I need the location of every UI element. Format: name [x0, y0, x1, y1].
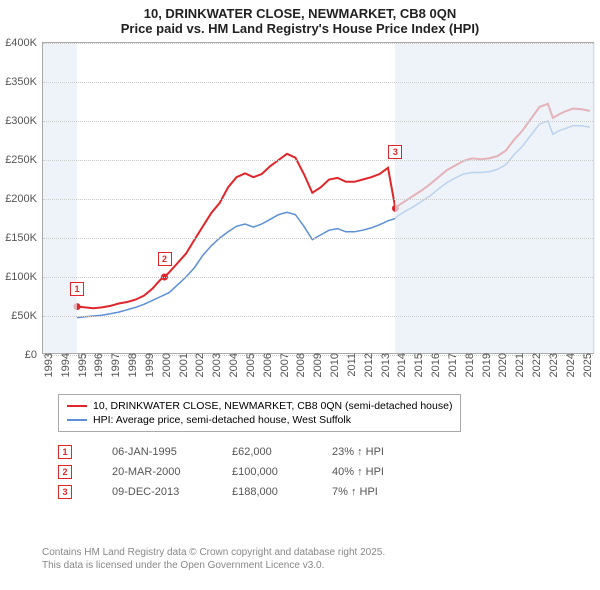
gridline [43, 277, 593, 278]
event-price: £62,000 [232, 446, 332, 458]
x-axis-label: 2021 [510, 353, 526, 377]
event-row: 3 09-DEC-2013£188,0007% ↑ HPI [58, 482, 384, 502]
legend-swatch [67, 419, 87, 421]
x-axis-label: 2003 [207, 353, 223, 377]
y-axis-label: £150K [5, 232, 43, 244]
legend-item: 10, DRINKWATER CLOSE, NEWMARKET, CB8 0QN… [67, 399, 452, 413]
x-axis-label: 2004 [224, 353, 240, 377]
gridline [43, 199, 593, 200]
x-axis-label: 1995 [73, 353, 89, 377]
event-marker: 1 [70, 282, 84, 296]
legend-swatch [67, 405, 87, 407]
event-marker: 2 [158, 252, 172, 266]
y-axis-label: £250K [5, 154, 43, 166]
x-axis-label: 2007 [275, 353, 291, 377]
x-axis-label: 2024 [561, 353, 577, 377]
shaded-range [395, 43, 595, 353]
x-axis-label: 2010 [325, 353, 341, 377]
x-axis-label: 2025 [578, 353, 594, 377]
chart-subtitle: Price paid vs. HM Land Registry's House … [0, 21, 600, 40]
chart-title: 10, DRINKWATER CLOSE, NEWMARKET, CB8 0QN [0, 0, 600, 21]
x-axis-label: 2008 [291, 353, 307, 377]
legend-item: HPI: Average price, semi-detached house,… [67, 413, 452, 427]
x-axis-label: 1996 [89, 353, 105, 377]
gridline [43, 316, 593, 317]
y-axis-label: £200K [5, 193, 43, 205]
x-axis-label: 1998 [123, 353, 139, 377]
x-axis-label: 2019 [477, 353, 493, 377]
attribution-line-2: This data is licensed under the Open Gov… [42, 559, 385, 572]
event-marker-icon: 3 [58, 485, 72, 499]
x-axis-label: 2006 [258, 353, 274, 377]
y-axis-label: £400K [5, 37, 43, 49]
x-axis-label: 2018 [460, 353, 476, 377]
y-axis-label: £100K [5, 271, 43, 283]
gridline [43, 43, 593, 44]
gridline [43, 121, 593, 122]
event-price: £100,000 [232, 466, 332, 478]
legend-label: 10, DRINKWATER CLOSE, NEWMARKET, CB8 0QN… [93, 400, 452, 412]
event-date: 09-DEC-2013 [112, 486, 232, 498]
event-delta: 23% ↑ HPI [332, 446, 384, 458]
event-marker-icon: 2 [58, 465, 72, 479]
gridline [43, 82, 593, 83]
x-axis-label: 1997 [106, 353, 122, 377]
event-marker-icon: 1 [58, 445, 72, 459]
y-axis-label: £50K [11, 310, 43, 322]
x-axis-label: 2020 [493, 353, 509, 377]
x-axis-label: 2011 [342, 353, 358, 377]
x-axis-label: 2013 [376, 353, 392, 377]
event-price: £188,000 [232, 486, 332, 498]
legend: 10, DRINKWATER CLOSE, NEWMARKET, CB8 0QN… [58, 394, 461, 432]
x-axis-label: 2023 [544, 353, 560, 377]
x-axis-label: 2002 [190, 353, 206, 377]
legend-label: HPI: Average price, semi-detached house,… [93, 414, 351, 426]
x-axis-label: 1994 [56, 353, 72, 377]
y-axis-label: £350K [5, 76, 43, 88]
x-axis-label: 1993 [39, 353, 55, 377]
event-delta: 7% ↑ HPI [332, 486, 378, 498]
x-axis-label: 2016 [426, 353, 442, 377]
plot-area: £0£50K£100K£150K£200K£250K£300K£350K£400… [42, 42, 594, 354]
event-row: 1 06-JAN-1995£62,00023% ↑ HPI [58, 442, 384, 462]
x-axis-label: 2017 [443, 353, 459, 377]
x-axis-label: 2005 [241, 353, 257, 377]
x-axis-label: 2001 [174, 353, 190, 377]
x-axis-label: 2012 [359, 353, 375, 377]
events-table: 1 06-JAN-1995£62,00023% ↑ HPI 2 20-MAR-2000… [58, 442, 384, 502]
event-date: 06-JAN-1995 [112, 446, 232, 458]
x-axis-label: 2015 [409, 353, 425, 377]
attribution: Contains HM Land Registry data © Crown c… [42, 546, 385, 572]
gridline [43, 238, 593, 239]
attribution-line-1: Contains HM Land Registry data © Crown c… [42, 546, 385, 559]
gridline [43, 160, 593, 161]
shaded-range [43, 43, 77, 353]
event-delta: 40% ↑ HPI [332, 466, 384, 478]
event-row: 2 20-MAR-2000£100,00040% ↑ HPI [58, 462, 384, 482]
x-axis-label: 2014 [392, 353, 408, 377]
x-axis-label: 2000 [157, 353, 173, 377]
house-price-chart: 10, DRINKWATER CLOSE, NEWMARKET, CB8 0QN… [0, 0, 600, 590]
x-axis-label: 2022 [527, 353, 543, 377]
x-axis-label: 2009 [308, 353, 324, 377]
x-axis-label: 1999 [140, 353, 156, 377]
event-date: 20-MAR-2000 [112, 466, 232, 478]
y-axis-label: £300K [5, 115, 43, 127]
event-marker: 3 [388, 145, 402, 159]
